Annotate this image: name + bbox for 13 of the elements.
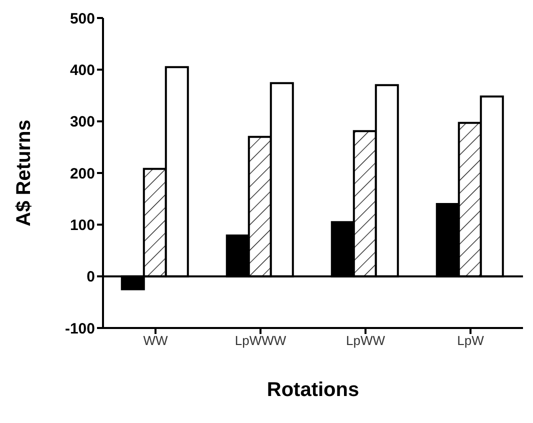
x-tick-label: LpW: [457, 333, 485, 348]
y-tick-label: 0: [86, 268, 95, 286]
y-tick-label: -100: [64, 320, 95, 338]
y-tick-label: 400: [70, 62, 95, 79]
y-tick-label: 300: [70, 114, 95, 131]
y-tick-label: 100: [70, 216, 95, 234]
x-tick-label: LpWWW: [234, 333, 287, 348]
x-axis-title: Rotations: [266, 379, 360, 401]
y-tick-label: 200: [70, 165, 95, 182]
x-tick-label: LpWW: [346, 333, 386, 348]
x-tick-label: WW: [143, 333, 168, 348]
y-tick-label: 500: [70, 10, 95, 28]
y-axis-title: A$ Returns: [13, 120, 36, 226]
